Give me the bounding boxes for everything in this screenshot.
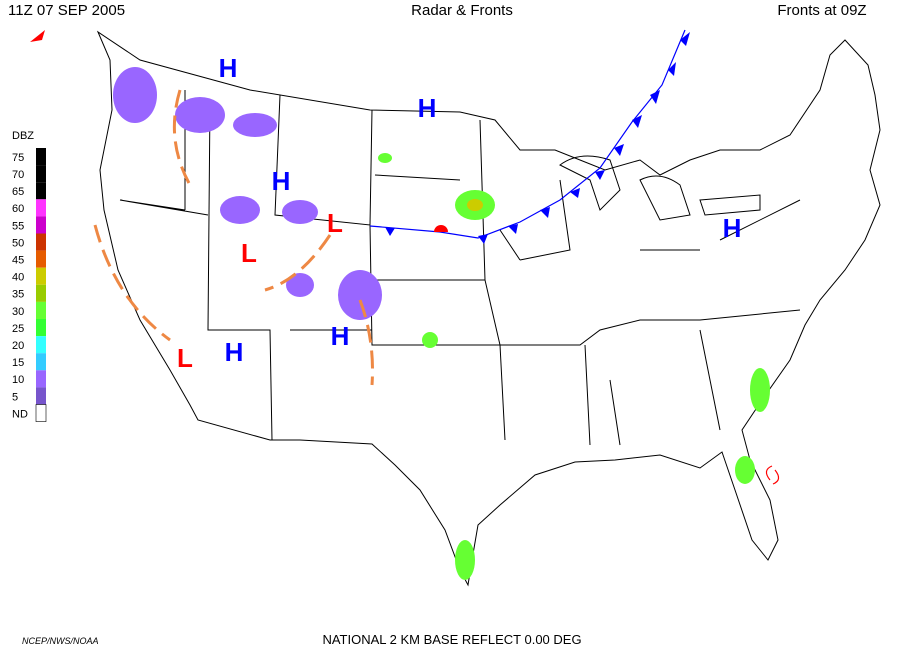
legend-swatch <box>36 267 46 285</box>
barb <box>540 207 550 218</box>
footer-center: NATIONAL 2 KM BASE REFLECT 0.00 DEG <box>322 632 581 647</box>
header-center: Radar & Fronts <box>411 2 513 19</box>
header-left: 11Z 07 SEP 2005 <box>8 2 125 19</box>
radar-echo <box>233 113 277 137</box>
troughs <box>93 89 374 386</box>
legend-label: 40 <box>12 272 24 284</box>
legend-swatch <box>36 233 46 251</box>
legend-label: 15 <box>12 357 24 369</box>
radar-echo <box>338 270 382 320</box>
radar-echo <box>422 332 438 348</box>
fronts <box>30 29 780 485</box>
radar-echo <box>286 273 314 297</box>
pressure-centers: H H H H H H L L L <box>177 53 741 373</box>
pressure-center: H <box>418 93 437 123</box>
radar-echo <box>220 196 260 224</box>
legend-swatch <box>36 199 46 217</box>
legend-label: 35 <box>12 289 24 301</box>
legend-swatch <box>36 284 46 302</box>
pressure-center: H <box>219 53 238 83</box>
radar-echo <box>113 67 157 123</box>
radar-echo <box>750 368 770 412</box>
legend-swatch <box>36 353 46 371</box>
cold-front-barbs <box>385 32 690 244</box>
legend-title: DBZ <box>12 130 34 142</box>
pressure-center: H <box>272 166 291 196</box>
radar-echo <box>378 153 392 163</box>
trough <box>172 89 192 186</box>
trough <box>264 234 332 292</box>
legend-label: 55 <box>12 220 24 232</box>
radar-echo <box>735 456 755 484</box>
barb <box>632 115 642 128</box>
barb <box>595 170 605 180</box>
legend-label: 65 <box>12 186 24 198</box>
legend-label: 20 <box>12 340 24 352</box>
radar-echo <box>467 199 483 211</box>
legend-swatch <box>36 216 46 234</box>
footer-left: NCEP/NWS/NOAA <box>22 636 99 646</box>
legend-swatch <box>36 336 46 354</box>
legend-label: 30 <box>12 306 24 318</box>
legend-swatch <box>35 404 47 422</box>
barb <box>680 32 690 46</box>
pressure-center: H <box>723 213 742 243</box>
barb <box>570 188 580 198</box>
pressure-center: L <box>241 238 257 268</box>
header-right: Fronts at 09Z <box>777 2 866 19</box>
barb <box>668 62 676 76</box>
barb <box>508 224 518 234</box>
legend-label: 60 <box>12 203 24 215</box>
radar-echo <box>175 97 225 133</box>
legend-label: 70 <box>12 169 24 181</box>
pressure-center: H <box>331 321 350 351</box>
radar-echo <box>282 200 318 224</box>
radar-echo <box>455 540 475 580</box>
barb <box>478 234 488 244</box>
legend-swatch <box>36 165 46 183</box>
legend-swatch <box>36 148 46 166</box>
legend-label: 5 <box>12 391 18 403</box>
legend: 75 70 65 60 55 50 45 40 35 30 25 20 15 10 5 ND <box>12 148 47 422</box>
legend-swatch <box>36 387 46 405</box>
legend-swatch <box>36 250 46 268</box>
pressure-center: L <box>327 208 343 238</box>
legend-swatch <box>36 182 46 200</box>
us-outline <box>96 30 881 587</box>
warm-front-bump <box>434 225 448 232</box>
legend-label: 45 <box>12 255 24 267</box>
barb <box>650 90 660 104</box>
pressure-center: L <box>177 343 193 373</box>
great-lakes <box>559 155 761 221</box>
trough <box>358 299 374 386</box>
hurricane-symbol <box>765 465 780 485</box>
barb <box>614 144 624 156</box>
legend-label: 50 <box>12 237 24 249</box>
barb <box>385 227 395 236</box>
legend-swatch <box>36 370 46 388</box>
legend-label: ND <box>12 408 28 420</box>
trough <box>93 224 171 342</box>
pressure-center: H <box>225 337 244 367</box>
legend-swatch <box>36 301 46 319</box>
legend-label: 75 <box>12 152 24 164</box>
legend-label: 10 <box>12 374 24 386</box>
legend-label: 25 <box>12 323 24 335</box>
radar-echoes <box>113 67 770 580</box>
legend-swatch <box>36 319 46 337</box>
warm-front-bump <box>30 30 45 42</box>
